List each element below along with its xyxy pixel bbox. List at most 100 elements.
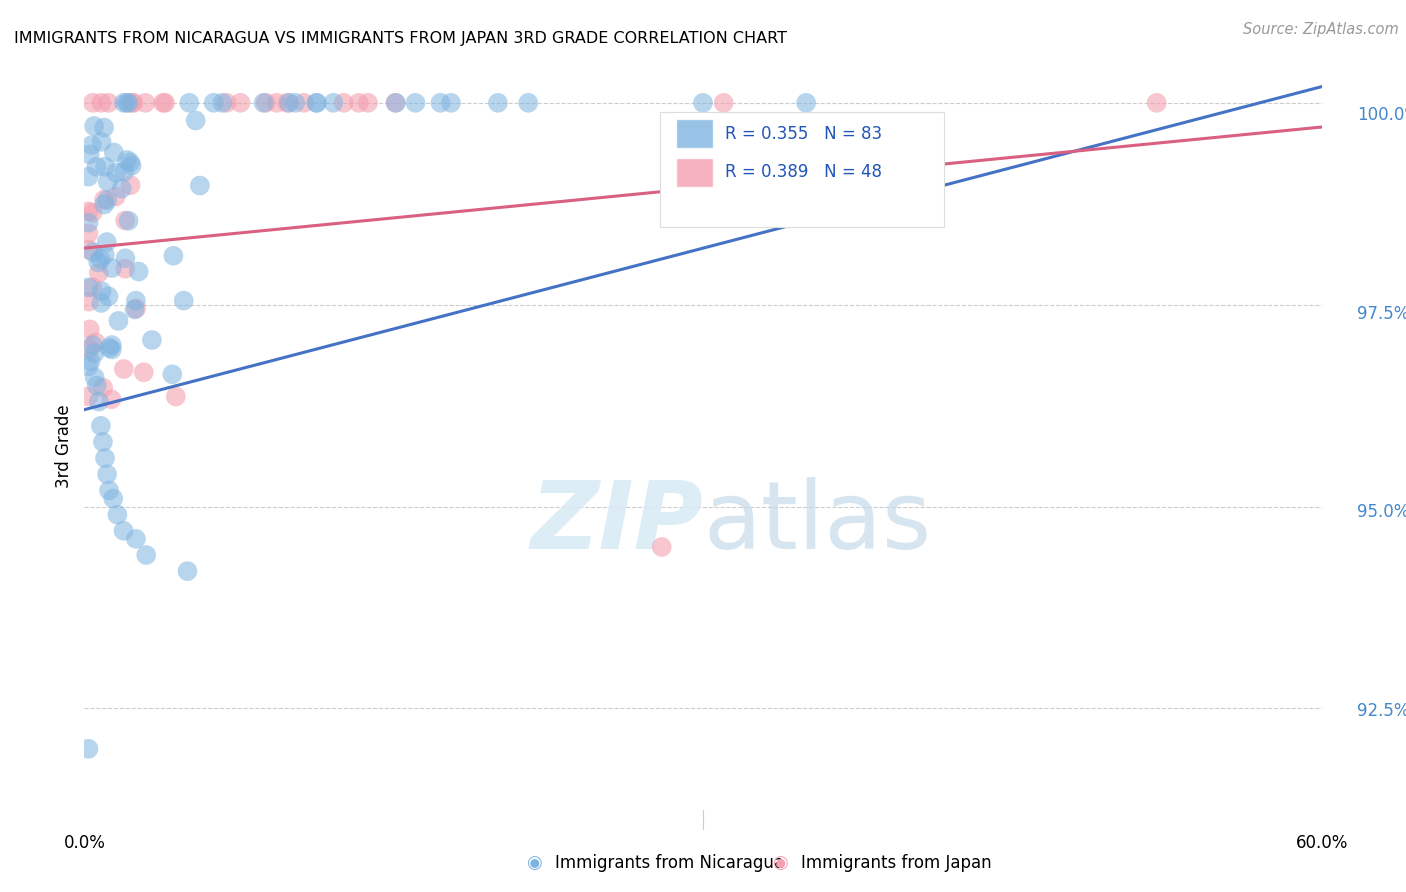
Point bbox=[104, 166, 127, 180]
Point bbox=[122, 95, 145, 110]
Point bbox=[101, 343, 124, 357]
Point bbox=[153, 95, 176, 110]
Point bbox=[93, 120, 115, 135]
Point bbox=[132, 365, 155, 379]
Point bbox=[77, 243, 100, 257]
Point bbox=[77, 389, 100, 403]
Point bbox=[121, 159, 143, 173]
Point bbox=[107, 314, 129, 328]
Point bbox=[112, 165, 135, 179]
Point bbox=[93, 248, 115, 262]
Point bbox=[384, 95, 406, 110]
Point bbox=[165, 390, 187, 404]
Point bbox=[179, 95, 201, 110]
Text: 95.0%: 95.0% bbox=[1357, 503, 1406, 521]
Point bbox=[87, 394, 110, 409]
Point bbox=[305, 95, 328, 110]
Point bbox=[77, 342, 100, 356]
Point bbox=[266, 95, 288, 110]
Point bbox=[77, 280, 100, 294]
Point bbox=[188, 178, 211, 193]
Point bbox=[112, 362, 135, 376]
Point bbox=[517, 95, 540, 110]
Text: ◉: ◉ bbox=[772, 854, 789, 871]
Point bbox=[93, 193, 115, 207]
Point bbox=[77, 741, 100, 756]
Point bbox=[77, 204, 100, 219]
Point bbox=[115, 95, 138, 110]
Point bbox=[284, 95, 307, 110]
Point bbox=[87, 266, 110, 280]
Point bbox=[82, 338, 104, 352]
Point bbox=[82, 205, 104, 219]
Text: Immigrants from Japan: Immigrants from Japan bbox=[801, 854, 993, 871]
Point bbox=[97, 95, 120, 110]
Point bbox=[254, 95, 277, 110]
Point bbox=[347, 95, 370, 110]
Point bbox=[1146, 95, 1168, 110]
Point bbox=[90, 135, 112, 149]
Point bbox=[77, 169, 100, 184]
Point bbox=[91, 381, 114, 395]
Point bbox=[94, 160, 117, 174]
Point bbox=[86, 160, 108, 174]
Point bbox=[77, 227, 100, 241]
Text: 92.5%: 92.5% bbox=[1357, 701, 1406, 720]
Point bbox=[211, 95, 233, 110]
Point bbox=[112, 524, 135, 538]
Point bbox=[112, 95, 135, 110]
Point bbox=[117, 95, 139, 110]
Point bbox=[173, 293, 195, 308]
Point bbox=[115, 153, 138, 167]
Point bbox=[101, 260, 124, 275]
Point bbox=[162, 249, 184, 263]
Text: ◉: ◉ bbox=[526, 854, 543, 871]
Point bbox=[134, 95, 156, 110]
Point bbox=[90, 95, 112, 110]
Point bbox=[83, 346, 105, 360]
Point bbox=[91, 434, 114, 449]
Point bbox=[141, 333, 163, 347]
FancyBboxPatch shape bbox=[659, 112, 945, 227]
FancyBboxPatch shape bbox=[676, 158, 713, 186]
Point bbox=[125, 301, 148, 316]
Point bbox=[77, 294, 100, 309]
Point bbox=[77, 359, 100, 374]
Point bbox=[90, 296, 112, 310]
Point bbox=[429, 95, 451, 110]
Point bbox=[97, 289, 120, 303]
Point bbox=[404, 95, 426, 110]
Point bbox=[96, 467, 118, 482]
Point bbox=[82, 245, 104, 260]
Point bbox=[713, 95, 735, 110]
Text: 100.0%: 100.0% bbox=[1357, 106, 1406, 125]
Point bbox=[333, 95, 356, 110]
Point bbox=[79, 354, 101, 368]
Point bbox=[322, 95, 344, 110]
Point bbox=[111, 181, 134, 195]
Point bbox=[229, 95, 252, 110]
Point bbox=[87, 255, 110, 269]
Point bbox=[278, 95, 301, 110]
Point bbox=[104, 189, 127, 203]
Y-axis label: 3rd Grade: 3rd Grade bbox=[55, 404, 73, 488]
Text: ZIP: ZIP bbox=[530, 476, 703, 569]
Text: Source: ZipAtlas.com: Source: ZipAtlas.com bbox=[1243, 22, 1399, 37]
Text: Immigrants from Nicaragua: Immigrants from Nicaragua bbox=[555, 854, 785, 871]
Point bbox=[125, 532, 148, 546]
Point bbox=[101, 338, 124, 352]
Point bbox=[103, 491, 125, 506]
Point bbox=[105, 508, 128, 522]
Point bbox=[79, 147, 101, 161]
Point bbox=[79, 322, 101, 336]
Point bbox=[96, 193, 118, 207]
Point bbox=[121, 95, 143, 110]
Point bbox=[120, 178, 142, 193]
Point bbox=[276, 95, 298, 110]
Point bbox=[83, 119, 105, 133]
Point bbox=[440, 95, 463, 110]
Point bbox=[98, 341, 121, 355]
Point bbox=[486, 95, 509, 110]
Point bbox=[252, 95, 274, 110]
Point bbox=[176, 564, 198, 578]
